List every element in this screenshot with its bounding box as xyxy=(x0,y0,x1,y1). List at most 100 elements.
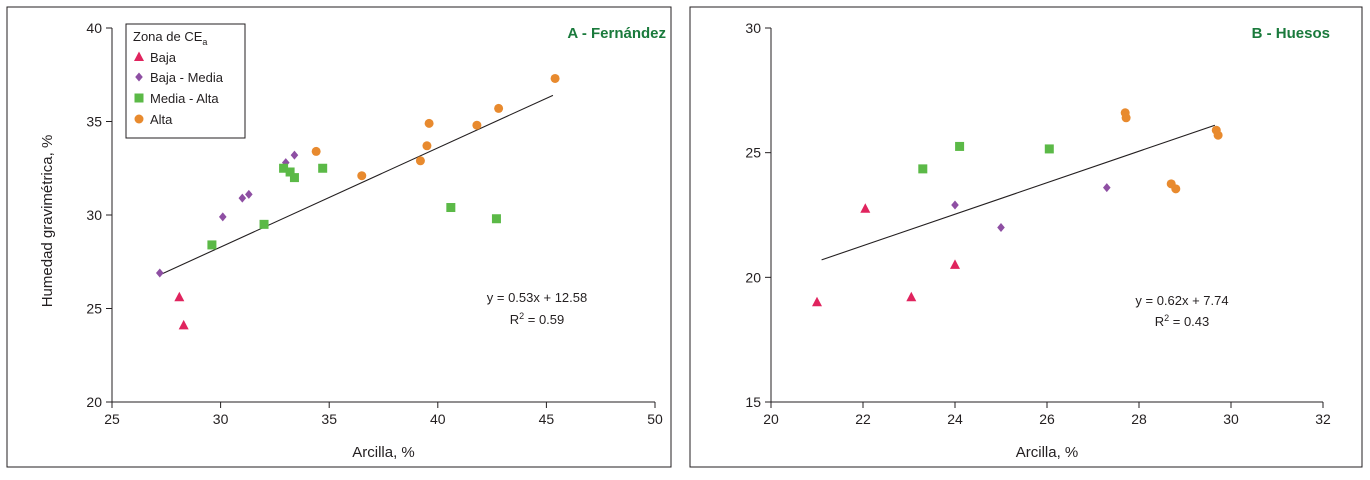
data-point xyxy=(950,259,960,269)
y-tick-label: 25 xyxy=(86,301,102,317)
data-point xyxy=(860,203,871,213)
data-point xyxy=(951,200,959,210)
x-tick-label: 40 xyxy=(430,411,446,427)
data-point xyxy=(285,167,295,177)
r-squared-superscript: 2 xyxy=(1164,313,1169,323)
data-point xyxy=(1044,144,1054,154)
data-point xyxy=(155,268,164,278)
legend-title: Zona de CEa xyxy=(133,29,207,47)
data-point xyxy=(446,203,456,213)
data-point xyxy=(955,141,965,151)
y-tick-label: 20 xyxy=(86,394,102,410)
y-tick-label: 30 xyxy=(86,207,102,223)
data-point xyxy=(311,146,321,156)
legend-title-main: Zona de CE xyxy=(133,29,203,44)
legend-marker xyxy=(134,51,144,61)
x-tick-label: 22 xyxy=(855,411,871,427)
series-alta xyxy=(311,73,560,181)
x-tick-label: 26 xyxy=(1039,411,1055,427)
x-tick-label: 28 xyxy=(1131,411,1147,427)
y-tick-label: 15 xyxy=(745,394,761,410)
series-baja xyxy=(812,203,960,307)
data-point xyxy=(289,173,299,183)
x-tick-label: 24 xyxy=(947,411,963,427)
x-tick-label: 32 xyxy=(1315,411,1331,427)
data-point xyxy=(1171,184,1181,194)
y-tick-label: 30 xyxy=(745,20,761,36)
data-point xyxy=(318,163,328,173)
series-baja-media xyxy=(155,150,299,278)
legend-box xyxy=(125,23,246,139)
legend-title-subscript: a xyxy=(202,37,207,47)
r-squared-value: = 0.59 xyxy=(524,312,564,327)
y-tick-label: 25 xyxy=(745,145,761,161)
data-point xyxy=(812,296,822,307)
data-point xyxy=(997,222,1005,232)
series-media-alta xyxy=(918,141,1054,174)
data-point xyxy=(424,118,434,128)
data-point xyxy=(918,164,928,174)
series-baja-media xyxy=(951,183,1111,232)
data-point xyxy=(178,319,189,330)
r-squared-prefix: R xyxy=(510,312,519,327)
x-axis-label: Arcilla, % xyxy=(1016,444,1079,461)
legend-entry: Alta xyxy=(150,112,173,127)
data-point xyxy=(491,214,501,224)
data-point xyxy=(290,150,299,160)
x-tick-label: 30 xyxy=(1223,411,1239,427)
panel-frame xyxy=(6,6,672,468)
data-point xyxy=(1121,113,1131,123)
regression-equation: y = 0.53x + 12.58 xyxy=(487,290,587,305)
data-point xyxy=(494,103,504,113)
data-point xyxy=(207,240,217,250)
regression-equation: y = 0.62x + 7.74 xyxy=(1135,293,1228,308)
x-tick-label: 25 xyxy=(104,411,120,427)
data-point xyxy=(259,219,269,229)
y-tick-label: 35 xyxy=(86,114,102,130)
r-squared-superscript: 2 xyxy=(519,311,524,321)
trendline xyxy=(159,94,554,276)
legend-marker xyxy=(135,72,143,82)
data-point xyxy=(218,212,227,222)
data-point xyxy=(422,141,432,151)
legend: Zona de CEa Baja Baja - Media Media - Alta A… xyxy=(125,23,246,139)
panel-title: B - Huesos xyxy=(1252,25,1330,42)
panel-title: A - Fernández xyxy=(567,25,666,42)
x-tick-label: 30 xyxy=(213,411,229,427)
data-point xyxy=(238,193,247,203)
legend-marker xyxy=(134,93,144,103)
y-axis-label: Humedad gravimétrica, % xyxy=(39,135,56,308)
x-tick-label: 20 xyxy=(763,411,779,427)
legend-entry: Baja xyxy=(150,50,177,65)
x-tick-label: 35 xyxy=(321,411,337,427)
legend-entry: Media - Alta xyxy=(150,91,219,106)
data-point xyxy=(472,120,482,130)
data-point xyxy=(1213,130,1223,140)
series-media-alta xyxy=(207,163,501,250)
y-tick-label: 20 xyxy=(745,269,761,285)
legend-marker xyxy=(134,114,144,124)
data-point xyxy=(174,291,185,302)
data-point xyxy=(906,291,917,302)
y-tick-label: 40 xyxy=(86,20,102,36)
r-squared: R2 = 0.59 xyxy=(510,311,565,327)
x-tick-label: 50 xyxy=(647,411,663,427)
legend-entry: Baja - Media xyxy=(150,70,224,85)
data-point xyxy=(245,189,253,199)
r-squared: R2 = 0.43 xyxy=(1155,313,1210,329)
x-axis-label: Arcilla, % xyxy=(352,444,415,461)
data-point xyxy=(279,163,289,173)
series-alta xyxy=(1120,108,1223,194)
panel-frame xyxy=(689,6,1363,468)
data-point xyxy=(550,73,560,83)
data-point xyxy=(1103,183,1111,193)
r-squared-prefix: R xyxy=(1155,314,1164,329)
r-squared-value: = 0.43 xyxy=(1169,314,1209,329)
x-tick-label: 45 xyxy=(539,411,555,427)
data-point xyxy=(357,171,367,181)
series-baja xyxy=(174,291,189,330)
